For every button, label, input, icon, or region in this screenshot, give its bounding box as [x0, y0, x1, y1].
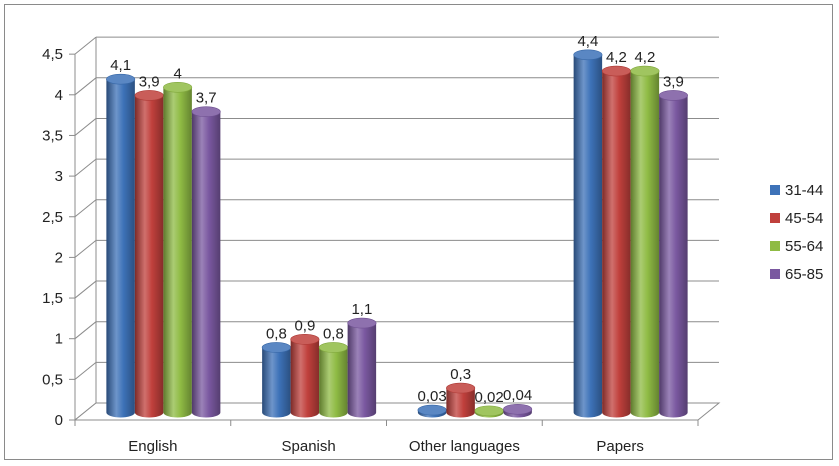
bar-body [659, 95, 688, 418]
bar-top [290, 334, 320, 345]
bar [163, 82, 193, 418]
bar-top [573, 49, 603, 61]
y-tick-label: 1 [55, 331, 63, 348]
bar [630, 65, 660, 418]
bar-top [446, 382, 476, 394]
data-label: 3,9 [663, 73, 684, 90]
bar-body [319, 347, 348, 418]
gridline-slant [74, 321, 97, 340]
bar-body [134, 95, 164, 418]
bar-top [601, 65, 631, 77]
bar [573, 49, 603, 418]
gridline-slant [74, 280, 97, 299]
legend-label: 55-64 [785, 238, 823, 255]
bar-top [318, 342, 348, 353]
gridline-slant [74, 118, 97, 136]
bar-body [446, 388, 475, 418]
bar-top [417, 404, 447, 416]
data-label: 0,8 [323, 325, 344, 342]
gridline-slant [74, 77, 97, 96]
data-label: 4,4 [577, 33, 598, 50]
gridline-slant [74, 199, 97, 218]
y-tick-label: 2 [55, 249, 63, 266]
y-tick-label: 3 [55, 168, 63, 185]
bar-top [347, 317, 377, 329]
bar [318, 342, 348, 418]
legend-swatch [770, 269, 780, 279]
gridline-slant [74, 36, 97, 55]
bar-body [191, 111, 221, 418]
y-tick-label: 1,5 [42, 290, 63, 307]
y-tick-label: 0 [55, 412, 63, 429]
category-label: Papers [596, 438, 644, 455]
legend-swatch [770, 185, 780, 195]
y-tick-label: 0,5 [42, 371, 63, 388]
legend-swatch [770, 213, 780, 223]
data-label: 0,03 [418, 388, 447, 405]
gridline-slant [74, 361, 97, 380]
data-label: 4 [173, 65, 181, 82]
bar [134, 90, 164, 418]
data-label: 0,9 [294, 317, 315, 334]
data-label: 1,1 [351, 301, 372, 318]
bar [347, 317, 377, 418]
bar [658, 90, 688, 418]
data-label: 3,9 [139, 73, 160, 90]
data-label: 0,8 [266, 325, 287, 342]
bar-body [163, 87, 192, 418]
data-label: 3,7 [196, 90, 217, 107]
bar-top [134, 90, 164, 101]
gridline-slant [74, 158, 97, 177]
bar-body [106, 79, 135, 418]
bar [191, 106, 221, 418]
bar [290, 334, 320, 418]
legend-label: 45-54 [785, 210, 823, 227]
bar-top [630, 65, 660, 77]
data-label: 0,02 [475, 389, 504, 406]
bar [417, 404, 447, 418]
bar-top [658, 90, 688, 101]
legend-swatch [770, 241, 780, 251]
y-tick-label: 2,5 [42, 209, 63, 226]
data-label: 4,1 [110, 57, 131, 74]
bar-top [474, 405, 504, 417]
bar [503, 403, 533, 418]
bar-body [347, 323, 377, 418]
category-label: Spanish [282, 438, 336, 455]
data-label: 0,04 [503, 387, 532, 404]
bar [106, 73, 136, 418]
gridline-slant [74, 240, 97, 258]
category-label: English [128, 438, 177, 455]
bar-top [106, 73, 136, 85]
bar-top [191, 106, 221, 117]
bar-body [602, 71, 631, 418]
y-tick-label: 4,5 [42, 46, 63, 63]
bar [601, 65, 631, 418]
legend-label: 31-44 [785, 182, 823, 199]
bar-top [163, 82, 193, 93]
bar-top [503, 403, 533, 415]
bar-body [290, 339, 320, 418]
bar-top [261, 342, 291, 353]
data-label: 4,2 [606, 49, 627, 66]
bar-body [262, 347, 291, 418]
y-tick-label: 4 [55, 87, 63, 104]
bar-body [630, 71, 660, 418]
category-label: Other languages [409, 438, 520, 455]
bar-body [573, 54, 603, 418]
data-label: 4,2 [634, 49, 655, 66]
bar [474, 405, 504, 418]
bar [261, 342, 291, 418]
bar [446, 382, 476, 418]
legend-label: 65-85 [785, 266, 823, 283]
data-label: 0,3 [450, 366, 471, 383]
y-tick-label: 3,5 [42, 127, 63, 144]
